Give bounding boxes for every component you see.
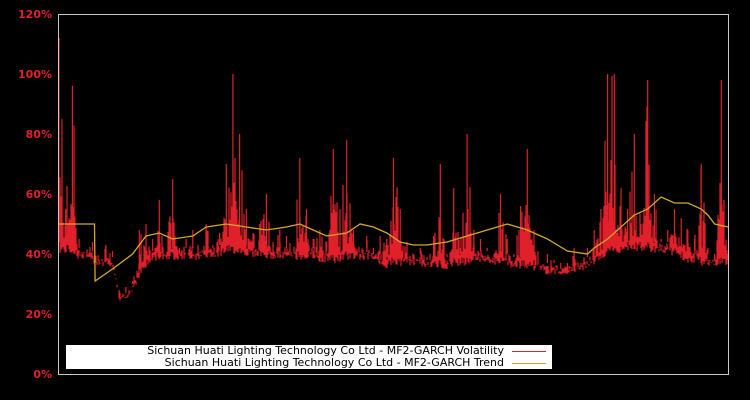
plot-frame <box>58 14 729 375</box>
volatility-series <box>58 38 729 301</box>
y-tick-label: 100% <box>18 68 52 81</box>
y-tick-label: 0% <box>33 368 52 381</box>
legend-label-trend: Sichuan Huati Lighting Technology Co Ltd… <box>164 356 504 369</box>
y-tick-label: 40% <box>25 248 52 261</box>
legend-swatch-trend <box>512 363 546 364</box>
y-tick-label: 120% <box>18 8 52 21</box>
y-tick-label: 20% <box>25 308 52 321</box>
trend-series <box>59 196 729 283</box>
legend-swatch-volatility <box>512 351 546 352</box>
y-tick-label: 60% <box>25 188 52 201</box>
chart-legend: Sichuan Huati Lighting Technology Co Ltd… <box>66 345 552 369</box>
legend-label-volatility: Sichuan Huati Lighting Technology Co Ltd… <box>147 344 504 357</box>
y-tick-label: 80% <box>25 128 52 141</box>
